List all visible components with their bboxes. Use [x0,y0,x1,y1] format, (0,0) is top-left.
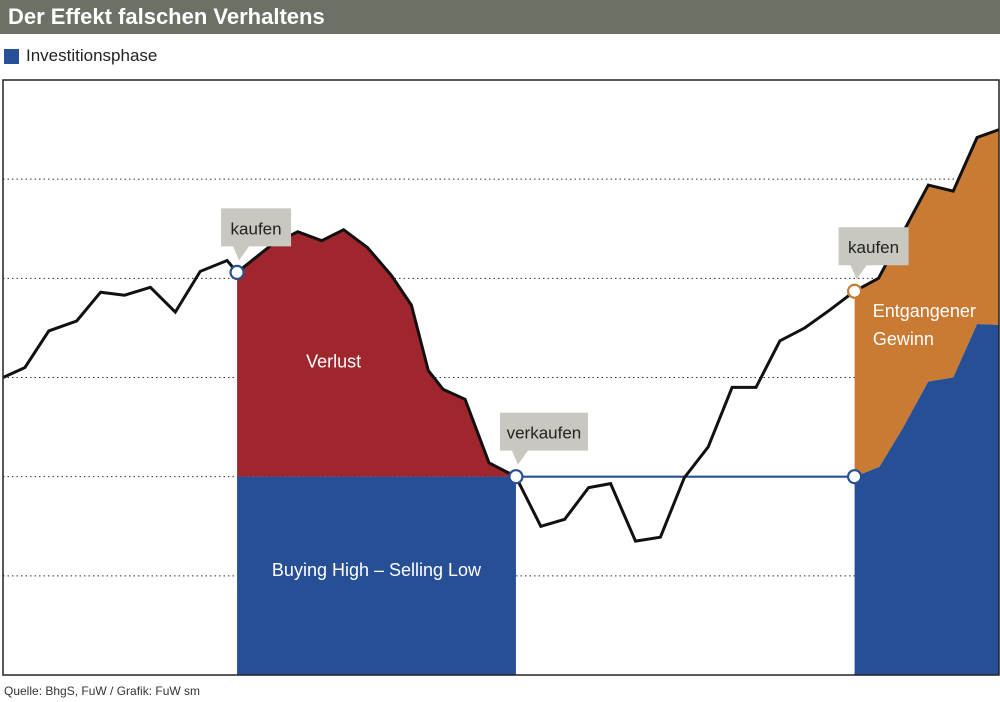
price-line [2,128,1000,543]
callout-box [499,412,588,465]
marker-point [846,469,863,485]
markers [229,264,863,485]
marker-point [508,469,524,485]
region-annotation: Gewinn [873,329,934,349]
plot-frame [2,79,1000,676]
legend: Investitionsphase [4,45,157,67]
region-annotation: Entgangener [873,301,976,321]
investment-region-right [854,324,999,675]
regions [237,129,999,675]
legend-label: Investitionsphase [26,46,158,65]
missed-gain-region [854,129,999,477]
loss-region [237,229,516,477]
buying-high-region [237,476,516,675]
source-note: Quelle: BhgS, FuW / Grafik: FuW sm [4,684,201,698]
callout-label: kaufen [848,238,899,257]
callouts: kaufen verkaufen kaufen [221,208,909,465]
lines [2,128,1000,543]
callout-label: verkaufen [507,424,582,443]
region-annotation: Buying High – Selling Low [272,560,482,580]
marker-point [229,264,245,280]
chart-title: Der Effekt falschen Verhaltens [8,4,325,29]
callout-box [838,227,909,280]
region-annotation: Verlust [306,352,361,372]
title-bar: Der Effekt falschen Verhaltens [0,0,1000,34]
marker-point [846,283,863,299]
callout-box [221,208,292,261]
annotations: Verlust Buying High – Selling Low Entgange… [272,301,976,580]
legend-swatch [4,48,19,64]
callout-label: kaufen [231,219,282,238]
